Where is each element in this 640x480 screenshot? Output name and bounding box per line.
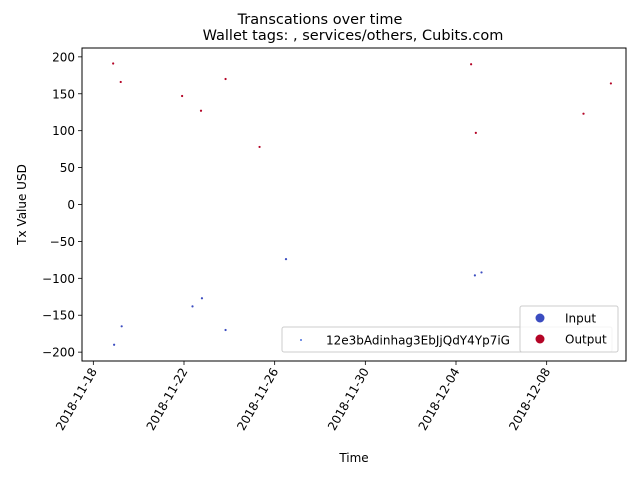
output-point bbox=[224, 77, 227, 81]
output-point bbox=[582, 112, 585, 115]
output-point bbox=[258, 145, 261, 149]
legend-direction: Input Output bbox=[519, 305, 619, 353]
output-point bbox=[181, 94, 184, 98]
legend-output-label: Output bbox=[565, 333, 607, 347]
data-points bbox=[112, 62, 612, 346]
input-point bbox=[120, 325, 123, 328]
y-tick-label: 150 bbox=[52, 87, 75, 101]
x-tick-label: 2018-12-08 bbox=[506, 366, 553, 433]
y-tick-label: −100 bbox=[42, 272, 75, 286]
output-point bbox=[470, 63, 473, 66]
x-axis-label: Time bbox=[338, 451, 368, 465]
y-axis-label: Tx Value USD bbox=[15, 164, 29, 246]
y-tick-label: −150 bbox=[42, 309, 75, 323]
x-tick-label: 2018-11-18 bbox=[53, 366, 100, 433]
input-point bbox=[473, 274, 476, 277]
input-point bbox=[284, 258, 288, 261]
y-axis: −200 −150 −100 −50 0 50 100 150 200 bbox=[42, 50, 82, 360]
legend-input-label: Input bbox=[565, 312, 596, 326]
input-point bbox=[113, 343, 116, 346]
y-tick-label: 50 bbox=[60, 161, 75, 175]
y-tick-label: −200 bbox=[42, 346, 75, 360]
x-tick-label: 2018-12-04 bbox=[416, 366, 463, 433]
input-point bbox=[200, 297, 204, 300]
y-tick-label: 0 bbox=[67, 198, 75, 212]
x-axis: 2018-11-18 2018-11-22 2018-11-26 2018-11-30… bbox=[53, 361, 553, 433]
x-tick-label: 2018-11-30 bbox=[325, 366, 372, 433]
output-point bbox=[112, 62, 115, 65]
output-point bbox=[119, 80, 122, 84]
legend-output-marker bbox=[535, 334, 545, 344]
legend-wallet-label: 12e3bAdinhag3EbJjQdY4Yp7iG bbox=[326, 334, 510, 348]
chart-suptitle: Transcations over time bbox=[237, 12, 403, 28]
y-tick-label: 100 bbox=[52, 124, 75, 138]
legend-input-marker bbox=[535, 313, 545, 323]
input-point bbox=[480, 271, 483, 274]
chart-title: Wallet tags: , services/others, Cubits.c… bbox=[203, 28, 504, 44]
x-tick-label: 2018-11-22 bbox=[144, 366, 191, 433]
input-point bbox=[224, 328, 227, 332]
output-point bbox=[199, 109, 203, 112]
y-tick-label: −50 bbox=[50, 235, 75, 249]
output-point bbox=[609, 82, 612, 85]
x-tick-label: 2018-11-26 bbox=[234, 366, 281, 433]
input-point bbox=[191, 305, 194, 308]
y-tick-label: 200 bbox=[52, 50, 75, 64]
output-point bbox=[474, 131, 477, 134]
